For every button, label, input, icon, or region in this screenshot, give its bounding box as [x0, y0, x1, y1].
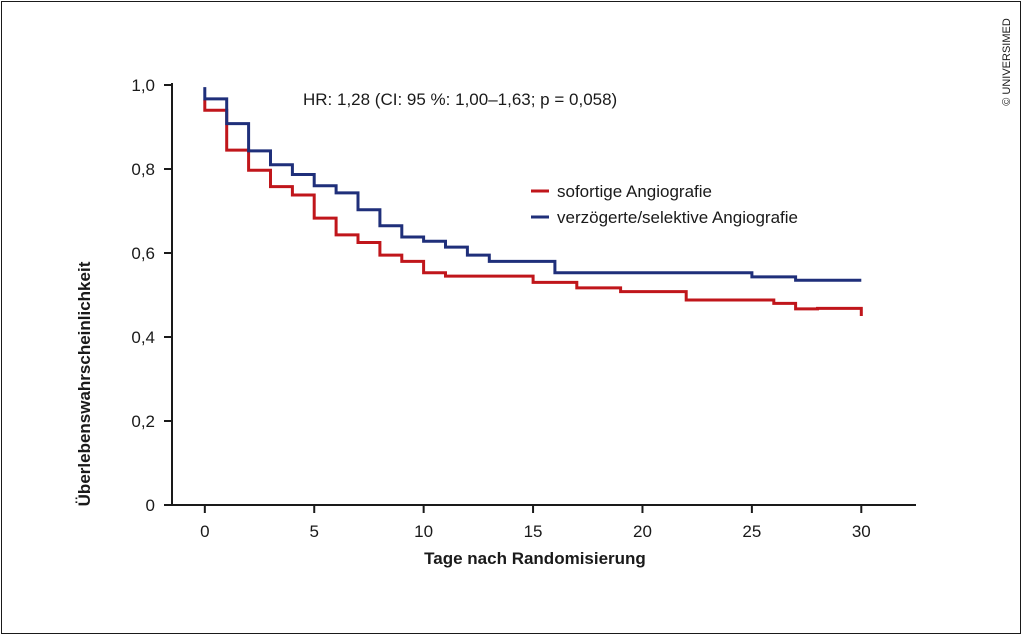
x-axis-title: Tage nach Randomisierung	[424, 549, 646, 568]
x-tick-label: 30	[852, 522, 871, 541]
y-ticks: 0 0,2 0,4 0,6 0,8 1,0	[131, 76, 172, 515]
legend-label-sofortige: sofortige Angiografie	[557, 182, 712, 201]
series-line-sofortige	[203, 99, 863, 316]
y-axis-title: Überlebenswahrscheinlichkeit	[75, 261, 94, 506]
x-tick-label: 25	[742, 522, 761, 541]
y-tick-label: 0,6	[131, 244, 155, 263]
x-tick-label: 20	[633, 522, 652, 541]
y-tick-label: 0,8	[131, 160, 155, 179]
legend-label-verzoegerte: verzögerte/selektive Angiografie	[557, 208, 798, 227]
y-tick-label: 0,2	[131, 412, 155, 431]
y-tick-label: 0,4	[131, 328, 155, 347]
x-tick-label: 10	[414, 522, 433, 541]
legend: sofortige Angiografie verzögerte/selekti…	[531, 182, 798, 227]
hazard-ratio-annotation: HR: 1,28 (CI: 95 %: 1,00–1,63; p = 0,058…	[303, 90, 617, 109]
copyright-notice: © UNIVERSIMED	[1001, 18, 1013, 106]
x-ticks: 0 5 10 15 20 25 30	[200, 505, 871, 541]
x-tick-label: 5	[310, 522, 319, 541]
chart-axes	[171, 83, 916, 506]
series-layer	[203, 87, 863, 316]
x-tick-label: 15	[524, 522, 543, 541]
y-tick-label: 0	[146, 496, 155, 515]
y-tick-label: 1,0	[131, 76, 155, 95]
series-line-verzoegerte	[203, 87, 862, 282]
x-tick-label: 0	[200, 522, 209, 541]
